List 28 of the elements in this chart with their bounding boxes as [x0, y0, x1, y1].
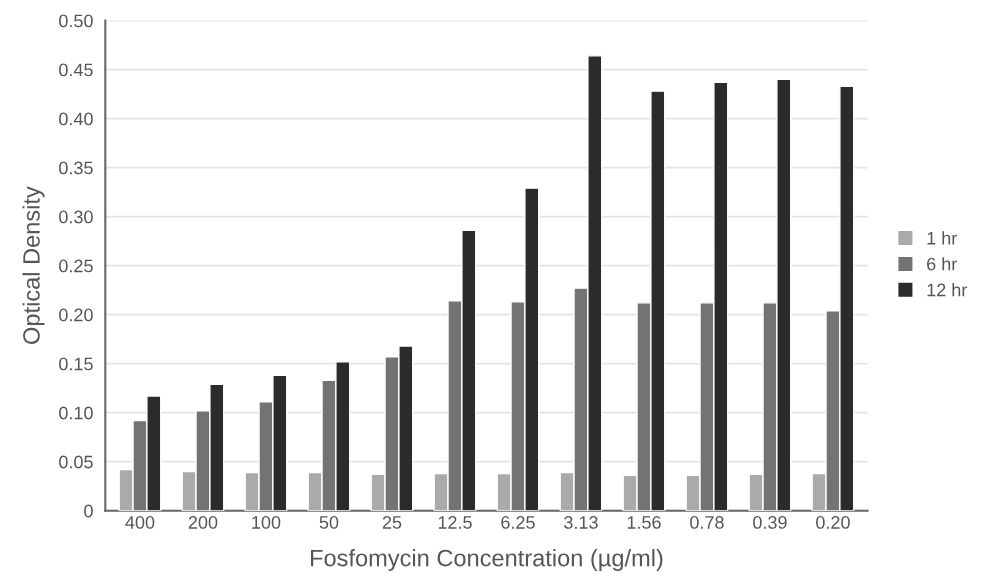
- y-axis-title: Optical Density: [22, 186, 45, 344]
- x-tick-label: 400: [125, 516, 155, 529]
- y-tick-label: 0.30: [59, 210, 93, 224]
- x-tick-label: 6.25: [501, 516, 535, 529]
- x-tick-label: 0.39: [753, 516, 787, 529]
- y-tick-label: 0.50: [59, 14, 93, 28]
- y-tick-label: 0.10: [59, 406, 93, 420]
- x-tick-label: 50: [319, 516, 339, 529]
- y-tick-label: 0.40: [59, 112, 93, 126]
- y-tick-label: 0.35: [59, 161, 93, 175]
- y-tick-label: 0.25: [59, 259, 93, 273]
- x-tick-label: 0.78: [690, 516, 724, 529]
- x-tick-label: 1.56: [627, 516, 661, 529]
- x-tick-label: 25: [382, 516, 402, 529]
- x-tick-label: 12.5: [438, 516, 472, 529]
- y-tick-label: 0: [84, 504, 93, 518]
- legend-label: 12 hr: [927, 283, 968, 297]
- y-tick-label: 0.20: [59, 308, 93, 322]
- x-tick-label: 100: [252, 516, 281, 529]
- y-tick-label: 0.05: [59, 455, 93, 469]
- legend-label: 1 hr: [927, 231, 957, 245]
- y-tick-label: 0.45: [59, 63, 93, 77]
- x-axis-title: Fosfomycin Concentration (µg/ml): [311, 549, 663, 572]
- x-tick-label: 200: [188, 516, 218, 529]
- x-tick-label: 0.20: [816, 516, 850, 529]
- y-tick-label: 0.15: [59, 357, 93, 371]
- x-tick-label: 3.13: [564, 516, 598, 529]
- legend-label: 6 hr: [927, 257, 957, 271]
